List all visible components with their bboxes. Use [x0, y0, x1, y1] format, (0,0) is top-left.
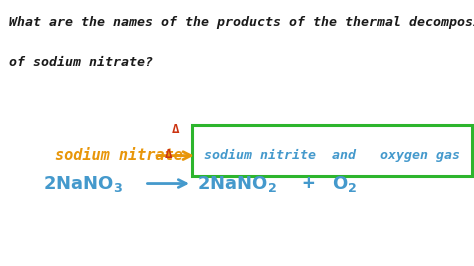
Text: sodium nitrite  and   oxygen gas: sodium nitrite and oxygen gas	[204, 149, 460, 162]
Text: of sodium nitrate?: of sodium nitrate?	[9, 56, 154, 69]
Text: $\mathregular{O_2}$: $\mathregular{O_2}$	[332, 173, 357, 194]
FancyBboxPatch shape	[192, 125, 472, 176]
Text: sodium nitrate: sodium nitrate	[55, 148, 182, 163]
Text: $\mathregular{2NaNO_3}$: $\mathregular{2NaNO_3}$	[43, 173, 123, 194]
Text: +: +	[302, 174, 314, 193]
Text: What are the names of the products of the thermal decomposition: What are the names of the products of th…	[9, 16, 474, 29]
Text: Δ: Δ	[172, 123, 179, 135]
Text: $\mathregular{2NaNO_2}$: $\mathregular{2NaNO_2}$	[197, 173, 277, 194]
Text: Δ: Δ	[164, 148, 172, 161]
